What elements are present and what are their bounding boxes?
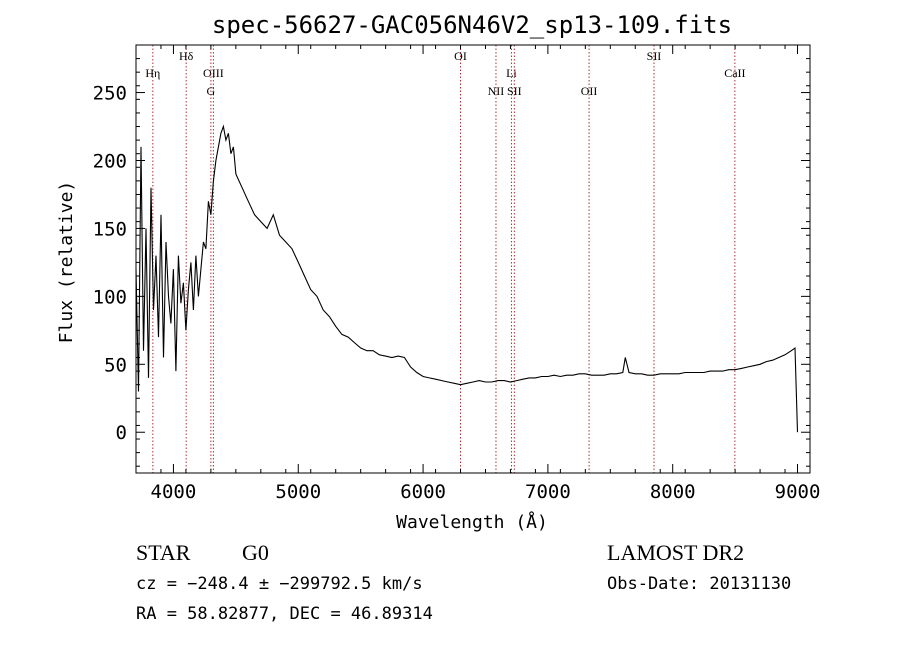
y-tick-label: 200	[93, 150, 127, 172]
spectral-line-label: NII	[488, 84, 505, 98]
x-tick-label: 5000	[275, 481, 321, 503]
object-class: STAR	[136, 540, 191, 565]
spectral-line-label: CaII	[724, 66, 745, 80]
x-tick-label: 6000	[400, 481, 446, 503]
y-axis-label: Flux (relative)	[56, 181, 77, 344]
spectral-line-label: Hδ	[179, 49, 194, 63]
y-tick-label: 150	[93, 218, 127, 240]
chart-title: spec-56627-GAC056N46V2_sp13-109.fits	[212, 11, 732, 39]
spectral-line-label: Hη	[145, 66, 160, 80]
y-axis-ticks: 0 50 100 150 200 250	[93, 58, 810, 467]
x-axis-ticks: 4000 5000 6000 7000 8000 9000	[135, 45, 821, 503]
subclass: G0	[242, 540, 269, 565]
spectral-line-label: OIII	[203, 66, 224, 80]
spectral-line-label: SII	[647, 49, 662, 63]
x-axis-label: Wavelength (Å)	[396, 511, 548, 533]
spectral-line-label: SII	[507, 84, 522, 98]
x-tick-label: 7000	[525, 481, 571, 503]
x-tick-label: 4000	[151, 481, 197, 503]
spectral-line-label: OI	[454, 49, 467, 63]
spectral-line-label: Li	[506, 66, 517, 80]
spectrum-line	[135, 124, 799, 433]
spectral-line-label: G	[207, 84, 216, 98]
survey-name: LAMOST DR2	[607, 540, 744, 565]
x-tick-label: 8000	[650, 481, 696, 503]
y-tick-label: 100	[93, 286, 127, 308]
coordinates: RA = 58.82877, DEC = 46.89314	[136, 604, 433, 624]
plot-frame	[135, 44, 811, 474]
obs-date: Obs-Date: 20131130	[607, 574, 791, 594]
y-tick-label: 250	[93, 83, 127, 105]
x-tick-label: 9000	[775, 481, 821, 503]
spectral-line-label: OII	[581, 84, 598, 98]
y-tick-label: 0	[116, 422, 127, 444]
y-tick-label: 50	[104, 354, 127, 376]
redshift-info: cz = −248.4 ± −299792.5 km/s	[136, 574, 423, 594]
